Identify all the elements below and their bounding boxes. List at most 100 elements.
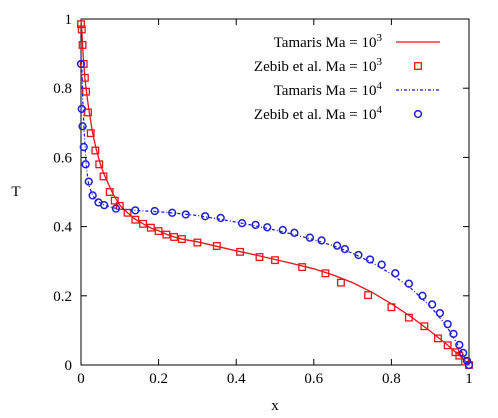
data-point-circle [464,360,474,370]
legend-circle-marker [413,109,423,119]
data-point-square [77,25,86,34]
data-point-circle [418,291,427,300]
data-point-square [162,230,171,239]
data-point-square [86,129,95,138]
data-point-square [298,263,307,272]
x-tick-label: 0.8 [382,371,401,387]
data-point-circle [332,241,342,250]
data-point-circle [201,212,210,221]
data-point-square [193,238,202,247]
data-point-circle [263,223,272,232]
data-point-square [271,256,279,265]
data-point-square [170,233,179,241]
y-axis-label: T [11,184,20,200]
data-point-circle [449,329,458,339]
series-layer [76,18,474,370]
data-point-circle [81,160,90,169]
data-point-square [110,196,119,205]
data-point-square [84,108,92,117]
y-tick-label: 0.2 [53,289,72,305]
data-point-square [420,322,429,331]
data-point-circle [78,122,87,131]
data-point-square [337,278,345,287]
x-tick-label: 0.6 [304,371,323,387]
data-point-square [321,269,330,278]
data-point-square [123,208,132,217]
plot-frame [80,18,470,366]
data-point-square [95,160,104,169]
data-point-circle [391,269,400,278]
series-3 [76,59,474,370]
series-1 [77,20,473,369]
data-point-square [139,219,148,228]
data-point-square [77,20,85,29]
y-tick-label: 0.6 [53,150,72,166]
data-point-circle [427,300,437,309]
data-point-circle [435,308,445,318]
data-point-circle [443,320,452,329]
legend-square-marker [414,62,422,70]
data-point-circle [84,177,93,186]
data-point-square [404,313,413,322]
x-tick-label: 0 [77,371,85,387]
data-point-circle [100,200,109,210]
data-point-circle [404,279,414,288]
data-point-square [105,188,114,196]
data-point-circle [111,204,121,213]
data-point-square [78,41,87,49]
data-point-circle [88,191,97,200]
y-tick-label: 0.4 [53,220,72,236]
data-point-square [79,60,88,68]
data-point-circle [305,233,315,242]
data-point-square [434,334,442,343]
data-point-square [255,253,264,261]
data-point-circle [76,59,86,69]
data-point-square [91,146,100,155]
data-point-square [236,247,245,256]
data-point-square [177,235,186,244]
data-point-circle [79,142,88,152]
data-point-circle [462,356,472,365]
data-point-square [387,303,396,312]
y-tick-label: 1 [65,12,73,28]
legend-label: Zebib et al. Ma = 104 [254,104,383,123]
data-point-square [99,172,108,181]
data-point-circle [340,244,349,254]
x-tick-label: 1 [465,371,473,387]
data-point-square [443,341,452,350]
legend-label: Tamaris Ma = 104 [274,80,383,99]
data-point-circle [317,236,326,245]
data-point-circle [377,260,386,269]
data-point-square [82,87,90,96]
data-point-circle [354,250,363,260]
legend-label: Zebib et al. Ma = 103 [254,56,383,75]
data-point-circle [216,213,225,223]
data-point-circle [237,218,247,228]
axis-ticks: 0 0.2 0.4 0.6 0.8 1 0 0.2 0.4 0.6 0.8 1 [53,12,473,387]
x-axis-label: x [271,398,279,414]
y-tick-label: 0.8 [53,81,72,97]
data-point-square [146,223,155,232]
data-point-circle [278,225,287,235]
x-tick-label: 0.4 [227,371,246,387]
legend-label: Tamaris Ma = 103 [274,32,383,51]
series-line [80,53,470,366]
data-point-circle [77,104,86,114]
data-point-square [131,215,140,224]
data-point-circle [459,348,468,358]
data-point-circle [168,208,177,217]
data-point-circle [365,255,375,264]
y-tick-label: 0 [65,358,73,374]
data-point-square [364,291,373,300]
data-point-square [154,227,163,236]
data-point-circle [181,210,190,219]
data-point-circle [455,340,464,350]
data-point-circle [150,206,159,216]
data-point-circle [251,220,260,230]
data-point-square [212,242,221,250]
data-point-circle [290,228,299,237]
x-tick-label: 0.2 [149,371,168,387]
legend: Tamaris Ma = 103 Zebib et al. Ma = 103 Tam… [254,32,440,123]
series-2 [80,53,470,366]
